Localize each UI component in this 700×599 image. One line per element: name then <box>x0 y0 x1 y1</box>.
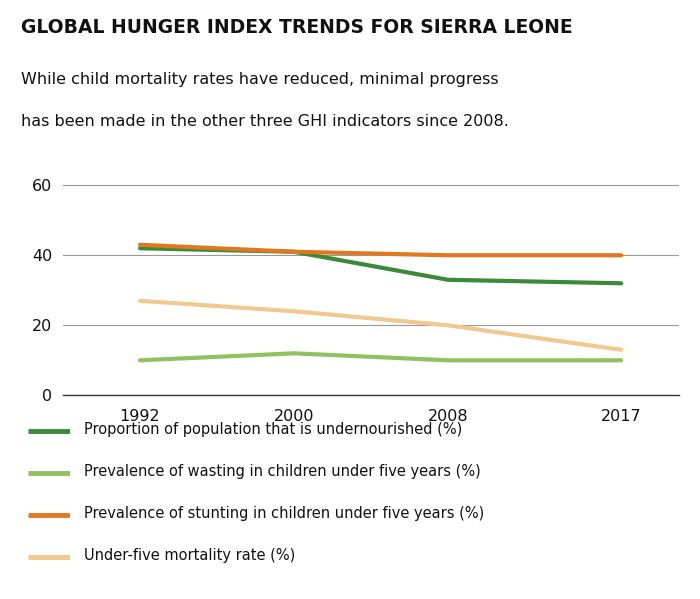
Text: Under-five mortality rate (%): Under-five mortality rate (%) <box>84 547 295 563</box>
Text: GLOBAL HUNGER INDEX TRENDS FOR SIERRA LEONE: GLOBAL HUNGER INDEX TRENDS FOR SIERRA LE… <box>21 18 573 37</box>
Text: Proportion of population that is undernourished (%): Proportion of population that is underno… <box>84 422 462 437</box>
Text: Prevalence of stunting in children under five years (%): Prevalence of stunting in children under… <box>84 506 484 521</box>
Text: has been made in the other three GHI indicators since 2008.: has been made in the other three GHI ind… <box>21 114 509 129</box>
Text: Prevalence of wasting in children under five years (%): Prevalence of wasting in children under … <box>84 464 481 479</box>
Text: While child mortality rates have reduced, minimal progress: While child mortality rates have reduced… <box>21 72 498 87</box>
